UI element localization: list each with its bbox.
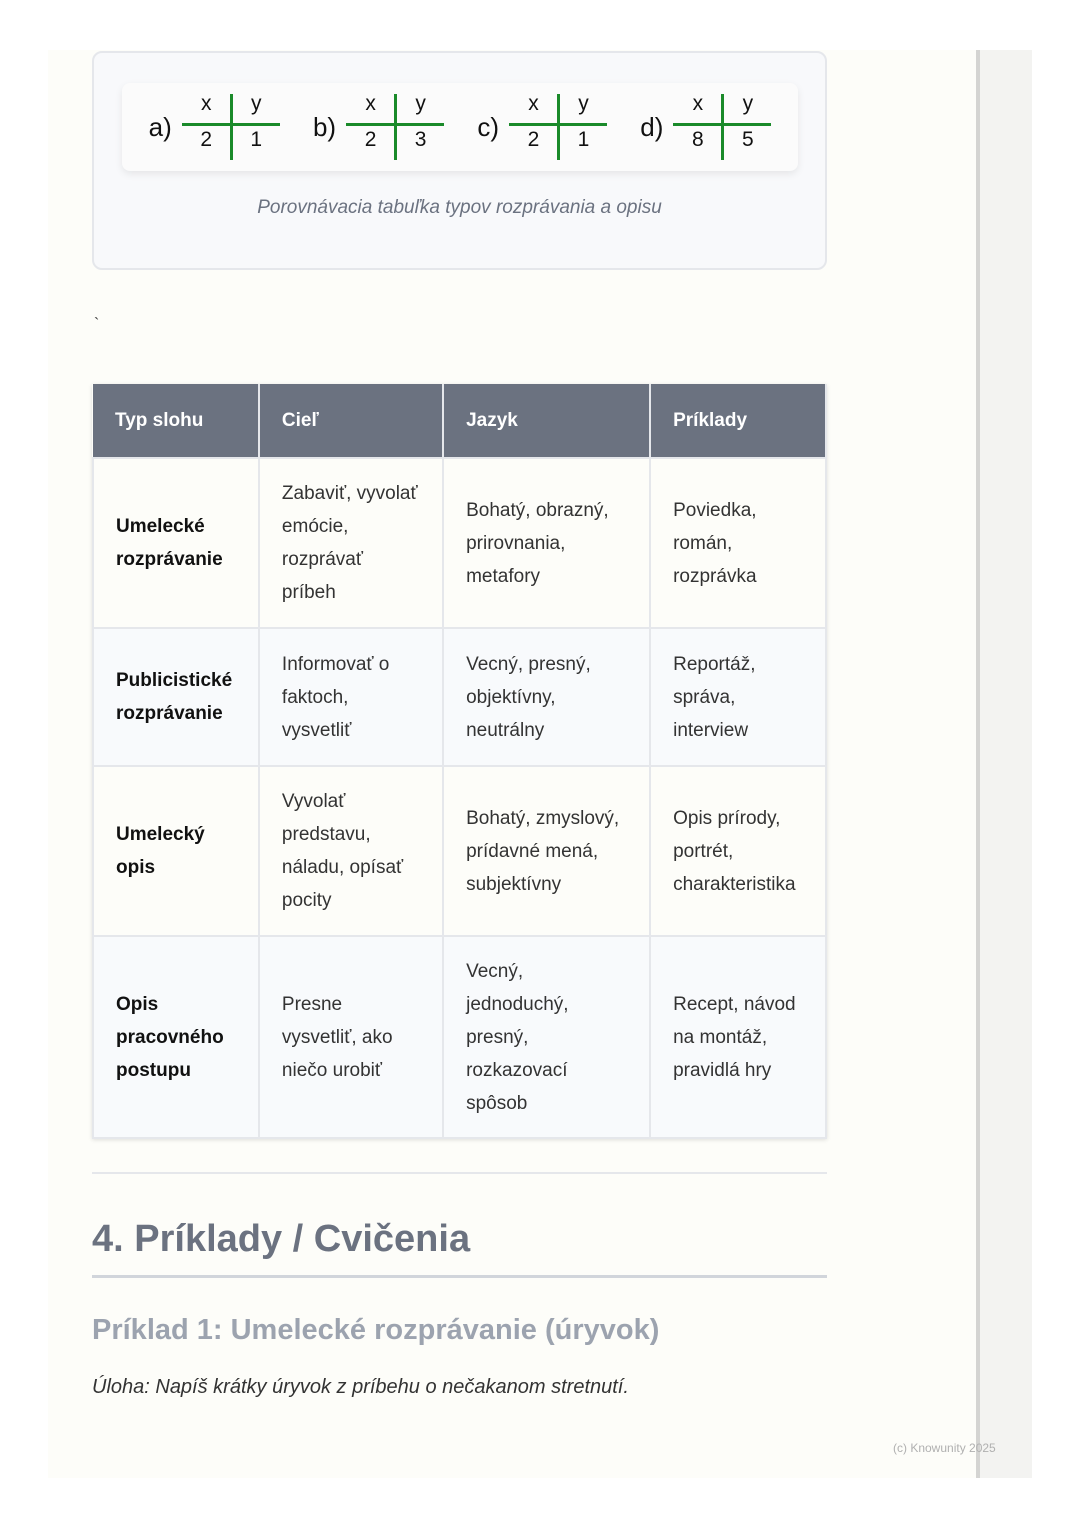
- table-cell: Bohatý, zmyslový, prídavné mená, subjekt…: [442, 765, 652, 937]
- table-cell: Recept, návod na montáž, pravidlá hry: [649, 935, 827, 1139]
- xy-label: c): [477, 111, 499, 142]
- xy-table: b) x y 2 3: [312, 92, 445, 160]
- table-row: Opis pracovného postupu Presne vysvetliť,…: [92, 935, 827, 1139]
- x-value: 2: [364, 128, 377, 151]
- xy-grid: x y 2 1: [509, 92, 607, 160]
- x-header: x: [200, 92, 212, 115]
- table-row: Publicistické rozprávanie Informovať o fa…: [92, 627, 827, 767]
- xy-table: d) x y 8 5: [640, 92, 772, 160]
- column-header: Jazyk: [443, 384, 652, 458]
- xy-grid: x y 8 5: [673, 92, 772, 160]
- xy-label: a): [148, 111, 172, 142]
- xy-table: a) x y 2 1: [148, 92, 280, 160]
- xy-label: d): [640, 111, 664, 142]
- task-text: Úloha: Napíš krátky úryvok z príbehu o n…: [92, 1376, 629, 1398]
- table-cell: Vecný, jednoduchý, presný, rozkazovací s…: [442, 935, 652, 1139]
- y-header: y: [578, 92, 589, 115]
- x-value: 2: [527, 128, 540, 151]
- figure-image: a) x y 2 1 b) x y 2 3 c) x y 2 1 d) x y 8 5: [122, 83, 798, 171]
- table-cell: Opis prírody, portrét, charakteristika: [649, 765, 827, 937]
- y-value: 5: [742, 128, 754, 151]
- y-header: y: [742, 92, 754, 115]
- table-row: Umelecký opis Vyvolať predstavu, náladu, …: [92, 765, 827, 937]
- table-cell: Reportáž, správa, interview: [649, 627, 827, 767]
- table-cell: Umelecké rozprávanie: [92, 457, 260, 629]
- stray-mark: `: [94, 316, 100, 333]
- table-cell: Poviedka, román, rozprávka: [649, 457, 827, 629]
- x-header: x: [365, 92, 376, 115]
- table-row: Umelecké rozprávanie Zabaviť, vyvolať emó…: [92, 457, 827, 629]
- x-header: x: [692, 92, 704, 115]
- table-cell: Publicistické rozprávanie: [92, 627, 260, 767]
- table-cell: Umelecký opis: [92, 765, 260, 937]
- x-header: x: [528, 92, 539, 115]
- column-header: Typ slohu: [93, 384, 260, 458]
- table-cell: Informovať o faktoch, vysvetliť: [257, 627, 445, 767]
- column-header: Cieľ: [258, 384, 445, 458]
- table-cell: Vecný, presný, objektívny, neutrálny: [442, 627, 652, 767]
- column-header: Príklady: [650, 384, 827, 458]
- xy-table: c) x y 2 1: [477, 92, 607, 160]
- y-value: 1: [250, 128, 263, 151]
- table-cell: Presne vysvetliť, ako niečo urobiť: [257, 935, 445, 1139]
- comparison-table: Typ slohu Cieľ Jazyk Príklady Umelecké rozp…: [92, 384, 827, 1139]
- figure-box: a) x y 2 1 b) x y 2 3 c) x y 2 1 d) x y 8 5 Porovnávacia ta…: [92, 51, 827, 270]
- table-cell: Zabaviť, vyvolať emócie, rozprávať príbe…: [257, 457, 445, 629]
- y-value: 1: [577, 128, 590, 151]
- example-title: Príklad 1: Umelecké rozprávanie (úryvok): [92, 1314, 660, 1346]
- xy-grid: x y 2 3: [346, 92, 445, 160]
- y-header: y: [415, 92, 426, 115]
- table-cell: Opis pracovného postupu: [92, 935, 260, 1139]
- x-value: 2: [200, 128, 213, 151]
- x-value: 8: [692, 128, 704, 151]
- y-value: 3: [414, 128, 427, 151]
- figure-caption: Porovnávacia tabuľka typov rozprávania a…: [257, 197, 662, 218]
- xy-label: b): [312, 111, 337, 142]
- table-cell: Vyvolať predstavu, náladu, opísať pocity: [257, 765, 445, 937]
- table-cell: Bohatý, obrazný, prirovnania, metafory: [442, 457, 652, 629]
- xy-grid: x y 2 1: [181, 92, 280, 160]
- scrollbar-strip: [976, 50, 1032, 1478]
- section-title: 4. Príklady / Cvičenia: [92, 1218, 827, 1278]
- y-header: y: [250, 92, 262, 115]
- divider: [92, 1172, 827, 1174]
- copyright: (c) Knowunity 2025: [893, 1441, 996, 1455]
